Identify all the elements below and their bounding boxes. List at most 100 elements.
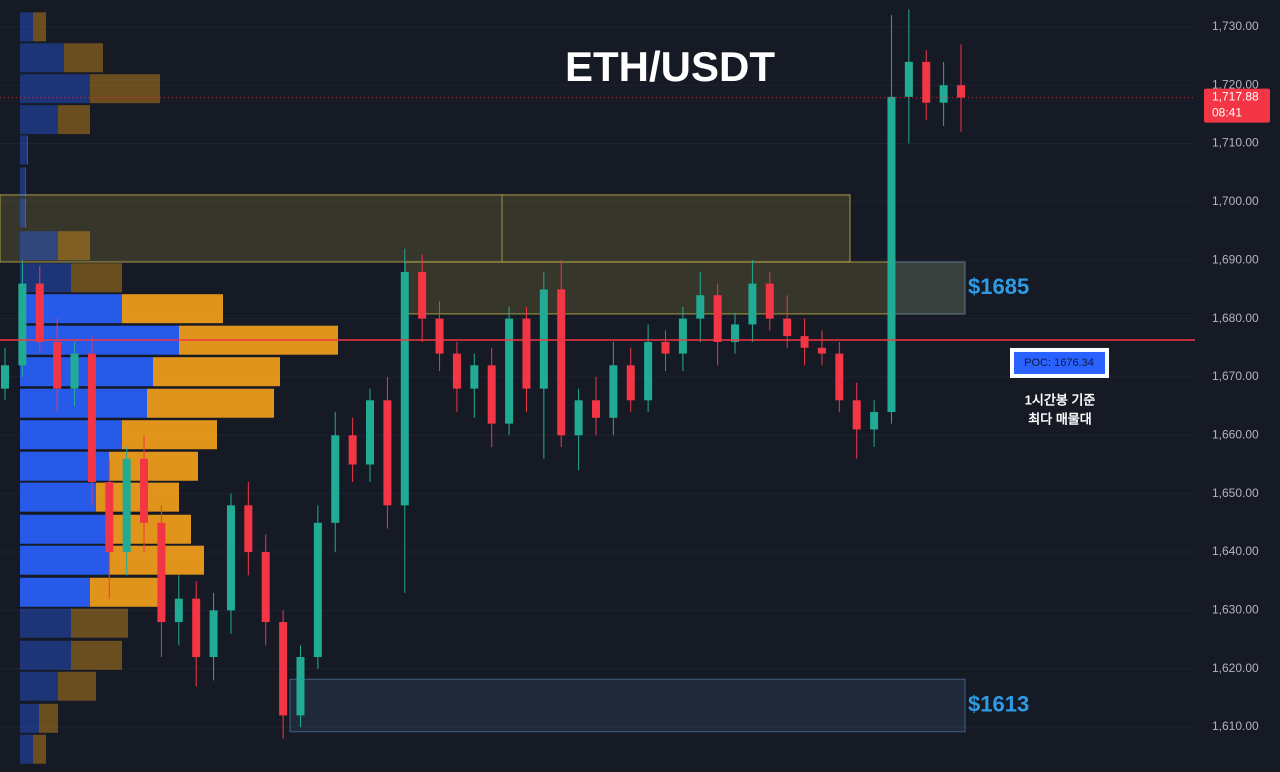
profile-buy — [20, 357, 153, 387]
profile-buy — [20, 135, 27, 165]
profile-sell — [90, 577, 159, 607]
chart-title: ETH/USDT — [565, 43, 775, 90]
candle-body — [452, 353, 461, 389]
profile-sell — [122, 420, 217, 450]
profile-buy — [20, 734, 33, 764]
y-tick-label: 1,620.00 — [1212, 661, 1259, 675]
profile-sell — [58, 671, 96, 701]
profile-buy — [20, 231, 58, 261]
poc-label: POC: 1676.34 — [1024, 357, 1094, 369]
candle-body — [904, 61, 913, 97]
candle-body — [870, 411, 879, 430]
profile-sell — [71, 263, 122, 293]
candle-body — [713, 295, 722, 342]
candle-body — [505, 318, 514, 424]
candle-body — [783, 318, 792, 337]
candle-body — [53, 341, 62, 389]
candle-body — [817, 347, 826, 354]
profile-buy — [20, 12, 33, 42]
candle-body — [383, 400, 392, 506]
profile-sell — [25, 167, 26, 197]
candle-body — [626, 365, 635, 401]
annotation: 1시간봉 기준 — [1025, 392, 1096, 407]
zone — [404, 261, 966, 315]
candle-body — [35, 283, 44, 342]
candle-body — [887, 96, 896, 412]
y-tick-label: 1,680.00 — [1212, 311, 1259, 325]
profile-buy — [20, 482, 96, 512]
y-tick-label: 1,730.00 — [1212, 19, 1259, 33]
candle-body — [800, 336, 809, 348]
candle-body — [939, 85, 948, 103]
candle-body — [470, 365, 479, 389]
last-price-box — [1204, 88, 1270, 123]
profile-buy — [20, 294, 122, 324]
zone — [289, 678, 966, 733]
candle-body — [765, 283, 774, 319]
profile-sell — [39, 703, 58, 733]
candle-body — [852, 400, 861, 430]
candle-body — [644, 341, 653, 401]
profile-buy — [20, 105, 58, 135]
profile-sell — [71, 608, 128, 638]
profile-buy — [20, 577, 90, 607]
candle-body — [192, 598, 201, 658]
candle-body — [591, 400, 600, 418]
profile-buy — [20, 43, 64, 73]
candle-body — [105, 481, 114, 553]
profile-sell — [58, 231, 90, 261]
candle-body — [157, 522, 166, 623]
candle-body — [539, 289, 548, 389]
y-tick-label: 1,670.00 — [1212, 369, 1259, 383]
candle-body — [87, 353, 96, 482]
candle-body — [487, 365, 496, 424]
y-tick-label: 1,610.00 — [1212, 719, 1259, 733]
profile-buy — [20, 514, 109, 544]
candle-body — [279, 622, 288, 716]
zone-label: $1613 — [968, 691, 1029, 716]
profile-sell — [122, 294, 223, 324]
profile-buy — [20, 420, 122, 450]
y-tick-label: 1,640.00 — [1212, 544, 1259, 558]
profile-sell — [25, 198, 26, 228]
profile-buy — [20, 74, 90, 104]
candle-body — [1, 365, 9, 389]
profile-sell — [33, 734, 46, 764]
profile-buy — [20, 388, 147, 418]
candle-body — [209, 610, 218, 658]
profile-sell — [64, 43, 103, 73]
profile-buy — [20, 167, 25, 197]
candle-body — [522, 318, 531, 389]
profile-sell — [33, 12, 46, 42]
candle-body — [609, 365, 618, 418]
zone-label: $1685 — [968, 274, 1029, 299]
candle-body — [731, 324, 740, 342]
profile-buy — [20, 198, 25, 228]
candle-body — [435, 318, 444, 354]
y-tick-label: 1,720.00 — [1212, 77, 1259, 91]
candle-body — [18, 283, 27, 366]
candle-body — [922, 61, 931, 103]
y-tick-label: 1,650.00 — [1212, 486, 1259, 500]
candle-body — [418, 271, 427, 319]
profile-sell — [109, 451, 198, 481]
candle-body — [331, 435, 340, 523]
poc-box-inner — [1014, 351, 1105, 374]
profile-buy — [20, 545, 109, 575]
candle-body — [835, 353, 844, 401]
profile-sell — [27, 135, 28, 165]
profile-buy — [20, 703, 39, 733]
y-tick-label: 1,630.00 — [1212, 603, 1259, 617]
candle-body — [313, 522, 322, 658]
candle-body — [70, 353, 79, 389]
y-tick-label: 1,690.00 — [1212, 252, 1259, 266]
candle-body — [557, 289, 566, 436]
last-price-timer: 08:41 — [1212, 106, 1242, 120]
y-tick-label: 1,700.00 — [1212, 194, 1259, 208]
candle-body — [748, 283, 757, 325]
candle-body — [296, 657, 305, 716]
candle-body — [244, 505, 253, 553]
y-tick-label: 1,660.00 — [1212, 427, 1259, 441]
